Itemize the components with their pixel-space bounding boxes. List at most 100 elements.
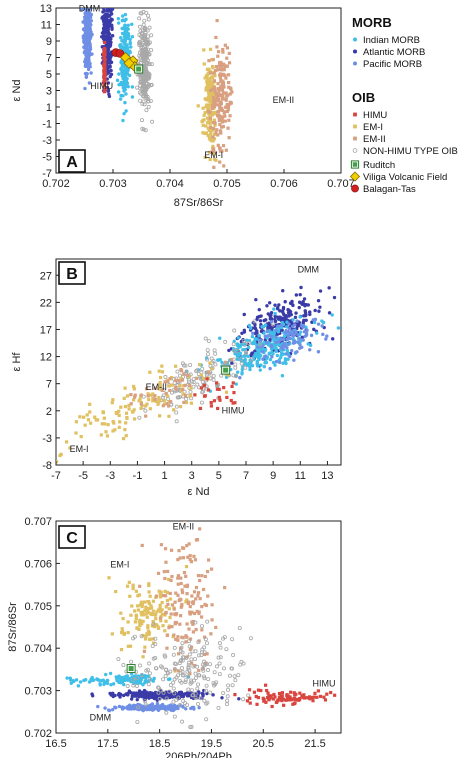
- himu-point: [298, 696, 302, 701]
- em1-point: [141, 610, 145, 614]
- atlantic-point: [230, 361, 234, 365]
- himu-point: [265, 688, 269, 693]
- indian-point: [248, 326, 253, 330]
- pacific-point: [86, 39, 91, 44]
- atlantic-point: [303, 304, 307, 308]
- em2-point: [203, 635, 207, 639]
- em1-point: [210, 113, 214, 117]
- em1-point: [202, 113, 206, 117]
- atlantic-point: [106, 89, 110, 93]
- pacific-point: [85, 59, 89, 63]
- atlantic-point: [267, 301, 272, 305]
- em2-point: [172, 607, 176, 611]
- em1-point: [208, 113, 212, 117]
- indian-point: [125, 43, 129, 47]
- em2-point: [206, 594, 210, 598]
- nonhimu-point: [213, 351, 218, 356]
- em2-point: [214, 64, 219, 69]
- em1-point: [162, 399, 166, 403]
- nonhimu-point: [190, 693, 195, 698]
- em1-point: [147, 637, 152, 641]
- atlantic-point: [304, 318, 308, 322]
- em1-point: [114, 410, 118, 415]
- em1-point: [136, 604, 140, 608]
- em1-point: [79, 435, 83, 439]
- nonhimu-point: [148, 677, 153, 682]
- indian-point: [272, 332, 276, 336]
- x-tick-label: 9: [270, 470, 276, 482]
- em1-point: [208, 119, 212, 124]
- himu-point: [311, 699, 315, 703]
- em1-point: [198, 363, 202, 367]
- indian-point: [241, 348, 245, 352]
- atlantic-point: [278, 315, 282, 320]
- em2-point: [223, 43, 227, 47]
- em2-point: [164, 594, 168, 598]
- pacific-point: [163, 705, 167, 710]
- em1-point: [171, 635, 175, 639]
- em1-point: [158, 606, 162, 610]
- em1-point: [163, 629, 167, 633]
- em1-point: [110, 401, 114, 405]
- atlantic-point: [253, 331, 258, 336]
- em2-point: [144, 387, 149, 391]
- nonhimu-point: [235, 348, 240, 353]
- atlantic-point: [109, 72, 114, 77]
- em2-point: [224, 148, 228, 152]
- indian-point: [121, 18, 125, 22]
- indian-point: [108, 671, 113, 676]
- em2-point: [213, 121, 217, 125]
- himu-point: [329, 690, 333, 695]
- x-tick-label: -7: [51, 470, 61, 482]
- indian-point: [279, 350, 284, 355]
- nonhimu-point: [135, 85, 140, 90]
- nonhimu-point: [138, 41, 143, 46]
- em2-point: [209, 567, 214, 571]
- pacific-point: [277, 360, 282, 365]
- himu-point: [323, 698, 328, 702]
- em1-point: [124, 411, 129, 415]
- pacific-point: [88, 65, 92, 69]
- pacific-point: [87, 8, 91, 13]
- nonhimu-point: [225, 698, 230, 703]
- em2-point: [142, 649, 147, 653]
- em2-point: [212, 149, 216, 153]
- em1-point: [151, 609, 155, 613]
- himu-point: [262, 699, 266, 703]
- em2-point: [211, 135, 215, 139]
- em1-point: [121, 616, 125, 621]
- atlantic-point: [105, 44, 109, 49]
- himu-point: [322, 695, 326, 699]
- nonhimu-point: [172, 645, 177, 650]
- x-tick-label: 20.5: [253, 738, 274, 750]
- em2-point: [169, 612, 173, 616]
- em2-point: [218, 76, 222, 80]
- indian-point: [152, 676, 156, 681]
- em2-point: [212, 86, 216, 90]
- y-tick-label: -5: [42, 152, 52, 164]
- x-tick-label: 3: [189, 470, 195, 482]
- himu-point: [333, 693, 337, 697]
- em1-point: [208, 84, 213, 89]
- indian-point: [111, 682, 116, 686]
- em2-point: [168, 591, 172, 596]
- em2-point: [218, 160, 222, 164]
- pacific-point: [83, 38, 88, 43]
- nonhimu-point: [196, 701, 201, 706]
- balagan-marker: [115, 49, 125, 58]
- indian-point: [291, 318, 295, 322]
- nonhimu-point: [203, 336, 208, 341]
- em2-point: [182, 546, 186, 550]
- himu-point: [289, 690, 293, 694]
- em2-point: [221, 144, 226, 148]
- em2-point: [222, 164, 226, 168]
- atlantic-point: [103, 29, 107, 34]
- em1-point: [208, 103, 212, 107]
- em2-point: [207, 59, 211, 63]
- himu-point: [315, 695, 319, 699]
- em1-point: [117, 409, 121, 413]
- em2-point: [177, 379, 181, 383]
- em1-point: [165, 598, 170, 603]
- pacific-point: [181, 705, 185, 709]
